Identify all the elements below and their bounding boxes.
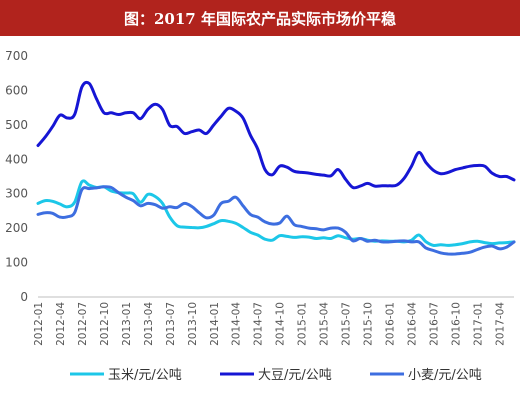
x-tick-label: 2015-01 xyxy=(297,302,309,346)
x-tick-label: 2014-01 xyxy=(209,302,221,346)
y-tick-label: 100 xyxy=(5,256,28,270)
x-tick-label: 2013-01 xyxy=(121,302,133,346)
x-tick-label: 2012-10 xyxy=(99,302,111,346)
series-line-2 xyxy=(36,80,516,190)
x-tick-label: 2015-10 xyxy=(363,302,375,346)
legend: 玉米/元/公吨 大豆/元/公吨 小麦/元/公吨 xyxy=(70,368,482,383)
x-tick-label: 2015-04 xyxy=(319,302,331,346)
y-axis-ticks: 0 100 200 300 400 500 600 700 xyxy=(5,49,28,304)
x-tick-label: 2014-04 xyxy=(231,302,243,346)
x-tick-label: 2014-10 xyxy=(275,302,287,346)
y-tick-label: 0 xyxy=(20,290,28,304)
legend-label-3: 小麦/元/公吨 xyxy=(408,368,482,383)
chart-title: 图：2017 年国际农产品实际市场价平稳 xyxy=(0,0,520,36)
x-tick-label: 2013-10 xyxy=(187,302,199,346)
x-tick-label: 2016-10 xyxy=(450,302,462,346)
series-line-3 xyxy=(36,185,516,256)
series-line-1 xyxy=(36,179,516,247)
x-tick-label: 2015-07 xyxy=(341,302,353,346)
y-tick-label: 500 xyxy=(5,118,28,132)
y-tick-label: 600 xyxy=(5,83,28,97)
y-tick-label: 300 xyxy=(5,187,28,201)
x-tick-label: 2012-01 xyxy=(33,302,45,346)
x-tick-label: 2017-01 xyxy=(472,302,484,346)
x-tick-label: 2013-04 xyxy=(143,302,155,346)
y-tick-label: 700 xyxy=(5,49,28,63)
x-tick-label: 2016-07 xyxy=(428,302,440,346)
legend-label-2: 大豆/元/公吨 xyxy=(258,368,332,383)
x-tick-label: 2012-07 xyxy=(77,302,89,346)
series-lines xyxy=(36,80,516,256)
x-tick-label: 2014-07 xyxy=(253,302,265,346)
x-tick-label: 2013-07 xyxy=(165,302,177,346)
x-tick-label: 2016-01 xyxy=(385,302,397,346)
x-axis-ticks: 2012-01 2012-04 2012-07 2012-10 2013-01 2013-… xyxy=(33,302,506,346)
x-tick-label: 2017-04 xyxy=(494,302,506,346)
y-tick-label: 400 xyxy=(5,152,28,166)
y-tick-label: 200 xyxy=(5,221,28,235)
x-tick-label: 2016-04 xyxy=(406,302,418,346)
legend-label-1: 玉米/元/公吨 xyxy=(108,368,182,383)
x-tick-label: 2012-04 xyxy=(55,302,67,346)
